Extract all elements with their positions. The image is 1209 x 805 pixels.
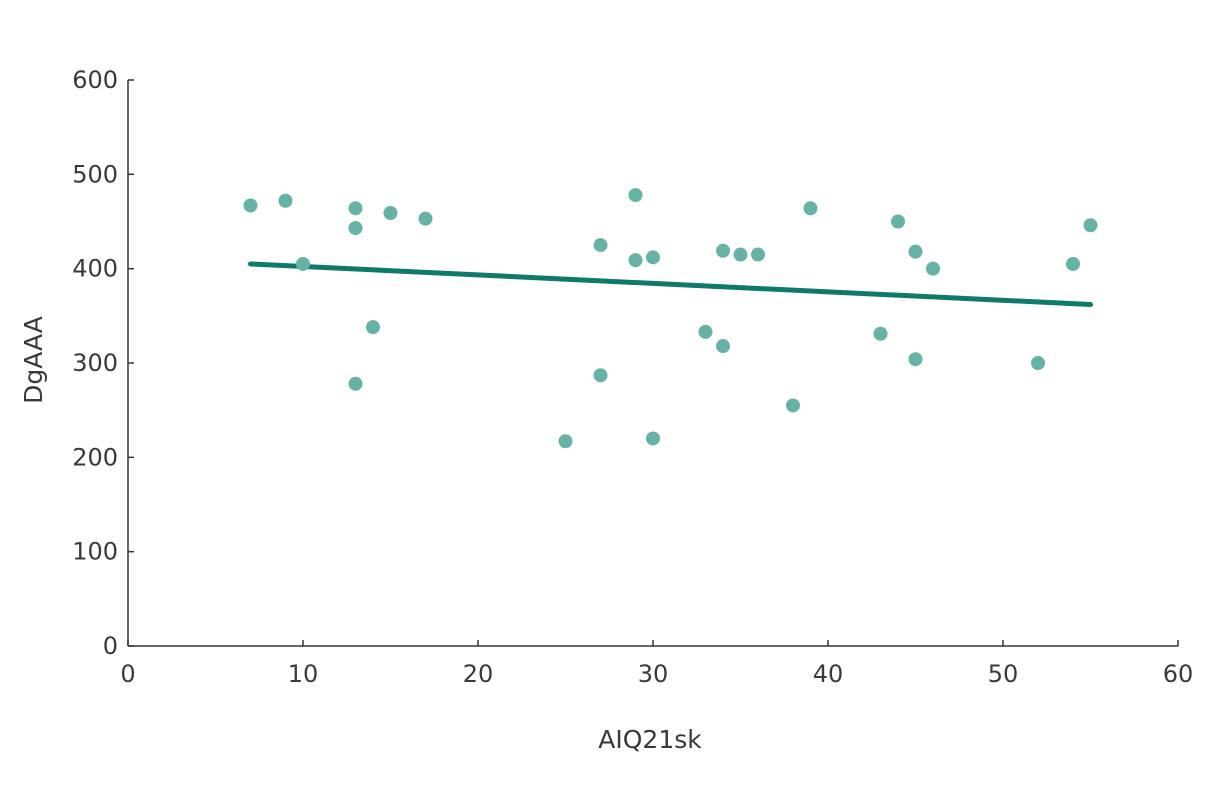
y-tick-label: 0 <box>103 632 118 660</box>
data-point <box>1031 356 1045 370</box>
data-point <box>786 398 800 413</box>
data-point <box>698 324 713 339</box>
y-tick-label: 600 <box>72 66 118 94</box>
y-tick-label: 200 <box>72 443 118 471</box>
data-point <box>366 320 380 335</box>
data-point <box>348 221 363 236</box>
x-tick-label: 60 <box>1163 660 1194 688</box>
data-point <box>646 431 660 446</box>
data-point <box>348 376 363 391</box>
trendline-layer <box>248 261 1093 308</box>
data-point <box>1083 218 1098 233</box>
x-tick-label: 30 <box>638 660 669 688</box>
data-point <box>891 214 905 229</box>
data-point <box>243 198 258 213</box>
data-point <box>558 434 573 449</box>
data-point <box>803 201 818 216</box>
data-point <box>751 247 765 262</box>
data-point <box>628 253 643 268</box>
data-point <box>733 247 748 262</box>
x-axis-title: AIQ21sk <box>598 725 702 754</box>
data-point <box>873 326 888 341</box>
data-point <box>908 352 923 367</box>
data-points <box>243 188 1098 449</box>
data-point <box>418 211 433 226</box>
data-point <box>348 201 363 216</box>
y-tick-label: 100 <box>72 538 118 566</box>
data-point <box>926 261 940 276</box>
y-tick-label: 500 <box>72 160 118 188</box>
data-point <box>628 188 643 203</box>
data-point <box>716 243 730 258</box>
data-point <box>908 244 923 259</box>
x-tick-label: 10 <box>288 660 319 688</box>
data-point <box>593 368 608 383</box>
x-tick-label: 0 <box>120 660 135 688</box>
data-point <box>716 339 730 354</box>
x-tick-label: 50 <box>988 660 1019 688</box>
y-tick-label: 300 <box>72 349 118 377</box>
data-point <box>1066 256 1080 271</box>
data-point <box>278 193 293 208</box>
y-tick-label: 400 <box>72 255 118 283</box>
x-tick-label: 20 <box>463 660 494 688</box>
trendline <box>248 261 1093 308</box>
data-point <box>593 238 608 253</box>
y-axis-title: DgAAA <box>19 316 48 404</box>
data-point <box>646 250 660 265</box>
x-tick-label: 40 <box>813 660 844 688</box>
axes: 0 10 20 30 40 50 60 0 100 200 300 400 500 600 <box>72 66 1193 688</box>
x-axis-ticks: 0 10 20 30 40 50 60 <box>120 640 1193 688</box>
data-point <box>383 206 398 221</box>
data-point <box>296 256 310 271</box>
y-axis-ticks: 0 100 200 300 400 500 600 <box>72 66 134 660</box>
